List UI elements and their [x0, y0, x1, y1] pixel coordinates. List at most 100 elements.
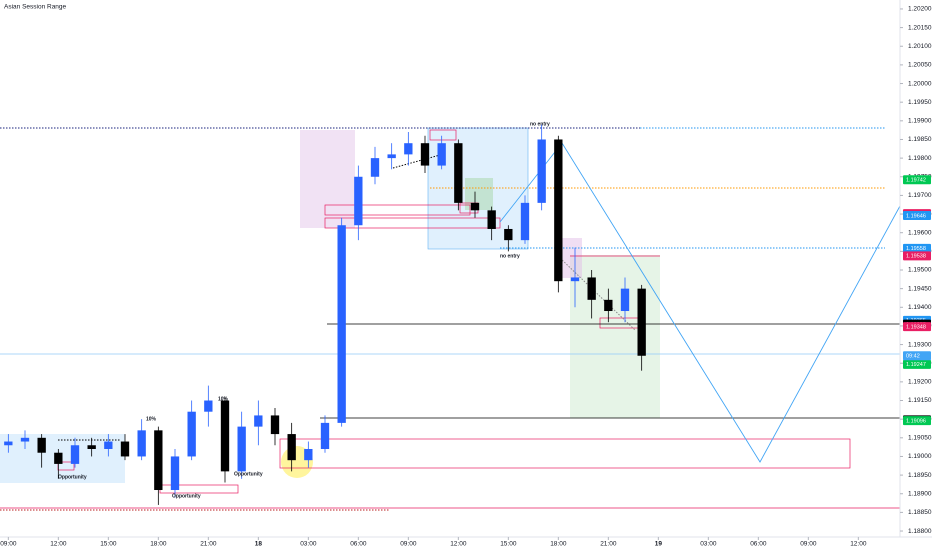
y-tick-label: 1.19600 — [908, 229, 932, 236]
annotation: 10% — [146, 416, 157, 422]
x-tick-label: 18 — [255, 541, 263, 548]
y-tick-label: 1.18950 — [908, 472, 932, 479]
y-tick-label: 1.18800 — [908, 528, 932, 535]
chart-title: Asian Session Range — [4, 4, 67, 11]
y-tick-label: 1.19050 — [908, 435, 932, 442]
candle-body — [170, 456, 180, 491]
x-tick-label: 12:00 — [450, 541, 467, 548]
projection-path — [499, 142, 901, 463]
candle-body — [37, 437, 46, 453]
annotation: no entry — [500, 253, 520, 259]
candle-body — [337, 225, 346, 423]
y-tick-label: 1.18850 — [908, 509, 932, 516]
candle-body — [4, 441, 13, 446]
price-label: 1.19538 — [906, 254, 926, 260]
order-block — [324, 204, 471, 216]
candle-body — [354, 176, 363, 226]
candle-body — [470, 202, 480, 211]
x-tick-label: 03:00 — [700, 541, 717, 548]
trend-line — [392, 154, 441, 169]
price-label: 1.19742 — [906, 177, 926, 183]
candle-body — [220, 400, 230, 472]
candle-body — [154, 430, 163, 491]
price-label-box — [903, 322, 931, 332]
candle-body — [370, 158, 380, 177]
x-tick-label: 12:00 — [50, 541, 67, 548]
candle-body — [554, 139, 563, 282]
y-tick-label: 1.19850 — [908, 136, 932, 143]
candle-body — [537, 139, 546, 203]
y-tick-label: 1.19800 — [908, 155, 932, 162]
order-block — [279, 438, 851, 469]
candle-body — [620, 288, 630, 312]
plot-area — [4, 124, 646, 505]
candle-body — [487, 210, 496, 229]
candle-body — [204, 400, 213, 412]
candle-body — [137, 430, 146, 457]
y-tick-label: 1.19450 — [908, 285, 932, 292]
price-label-box — [903, 211, 931, 221]
order-block — [324, 217, 501, 229]
annotation: 10% — [218, 396, 229, 402]
candle-body — [104, 441, 113, 449]
candle-body — [70, 445, 80, 464]
candle-body — [120, 441, 130, 457]
candle-body — [187, 411, 196, 457]
price-label-box — [903, 243, 931, 253]
y-tick-label: 1.19900 — [908, 118, 932, 125]
candle-body — [437, 143, 446, 166]
x-tick-label: 18:00 — [550, 541, 567, 548]
price-label-box — [903, 251, 931, 261]
order-block — [429, 129, 457, 141]
x-tick-label: 12:00 — [850, 541, 867, 548]
x-tick-label: 15:00 — [100, 541, 117, 548]
trend-line — [559, 257, 636, 331]
candle-body — [304, 448, 313, 461]
annotation: Opportunity — [172, 493, 201, 499]
y-tick-label: 1.20050 — [908, 62, 932, 69]
x-tick-label: 19 — [655, 541, 663, 548]
price-label: 1.19247 — [906, 362, 926, 368]
price-label: 1.19096 — [906, 418, 926, 424]
y-tick-label: 1.19500 — [908, 267, 932, 274]
price-label-box — [903, 175, 931, 185]
y-tick-label: 1.19950 — [908, 99, 932, 106]
price-label: 1.19646 — [906, 213, 926, 219]
candle-body — [270, 415, 280, 435]
y-tick-label: 1.20200 — [908, 6, 932, 13]
price-label: 1.19348 — [906, 324, 926, 330]
y-tick-label: 1.19400 — [908, 304, 932, 311]
candle-body — [20, 437, 30, 442]
candle-body — [454, 143, 463, 203]
price-label: 09:42 — [906, 354, 920, 360]
y-tick-label: 1.19150 — [908, 397, 932, 404]
x-tick-label: 09:00 — [400, 541, 417, 548]
x-tick-label: 06:00 — [750, 541, 767, 548]
candle-body — [587, 277, 596, 300]
candle-body — [504, 228, 513, 241]
candle-body — [287, 434, 296, 461]
candle-body — [637, 288, 646, 356]
annotation: Opportunity — [58, 474, 87, 480]
annotation: Opportunity — [234, 471, 263, 477]
candle-body — [320, 422, 330, 449]
annotation: no entry — [530, 121, 550, 127]
y-tick-label: 1.20100 — [908, 43, 932, 50]
candle-body — [420, 143, 430, 166]
y-tick-label: 1.18900 — [908, 490, 932, 497]
candle-body — [604, 299, 613, 312]
candle-body — [570, 277, 580, 282]
y-tick-label: 1.19700 — [908, 192, 932, 199]
candle-body — [254, 415, 263, 427]
candle-body — [237, 426, 246, 472]
price-label: 1.19558 — [906, 246, 926, 252]
price-label-box — [903, 416, 931, 426]
x-tick-label: 21:00 — [600, 541, 617, 548]
candle-body — [87, 445, 96, 449]
candle-body — [54, 452, 63, 464]
x-tick-label: 18:00 — [150, 541, 167, 548]
price-label-box — [903, 359, 931, 369]
candle-body — [520, 202, 530, 241]
